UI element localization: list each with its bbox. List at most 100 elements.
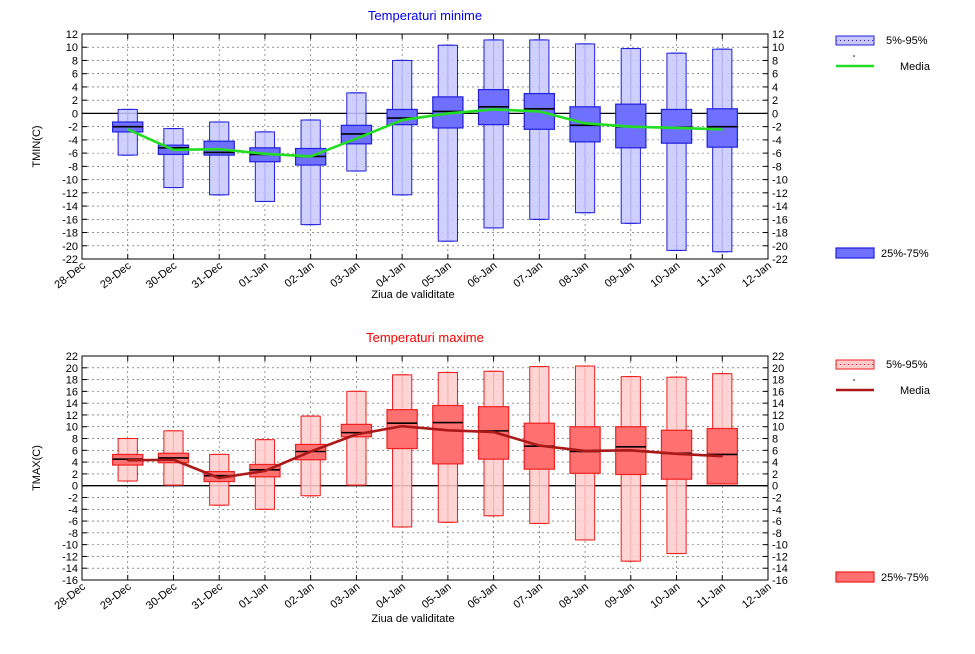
y-tick-label: 6 [72, 69, 78, 81]
y-tick-label: -8 [68, 528, 78, 540]
y-tick-label: 0 [72, 481, 78, 493]
x-tick-label: 09-Jan [603, 581, 637, 611]
box-04-Jan [386, 374, 418, 528]
outer-box-5-95 [254, 131, 276, 202]
mean-point [264, 470, 266, 472]
box-05-Jan [432, 371, 464, 523]
y-tick-label: -4 [68, 135, 78, 147]
legend-swatch-inner [835, 247, 875, 259]
y-tick-label: -6 [68, 516, 78, 528]
x-tick-label: 10-Jan [648, 581, 682, 611]
y-tick-label-right: 20 [772, 363, 784, 375]
y-tick-label-right: 8 [772, 434, 778, 446]
x-tick-label: 06-Jan [466, 260, 500, 290]
x-tick-label: 11-Jan [695, 581, 728, 611]
y-tick-label-right: 4 [772, 82, 778, 94]
outer-box-5-95 [666, 52, 687, 251]
y-tick-label: -14 [62, 201, 78, 213]
y-tick-label: 12 [66, 29, 78, 41]
y-tick-label: 6 [72, 445, 78, 457]
y-tick-label: 10 [66, 422, 78, 434]
y-tick-label-right: -4 [772, 504, 782, 516]
y-tick-label: -10 [62, 175, 78, 187]
x-tick-label: 04-Jan [374, 581, 408, 611]
chart-panel-1: Temperaturi minime-22 -22-20 -20-18 -18-16-… [31, 8, 931, 301]
mean-point [538, 110, 541, 113]
legend-label-inner: 25%-75% [881, 248, 929, 260]
y-tick-label: -4 [68, 504, 78, 516]
x-axis-label: Ziua de validitate [371, 613, 454, 625]
y-tick-label: 16 [66, 386, 78, 398]
chart-title: Temperaturi maxime [366, 330, 484, 345]
box-08-Jan [569, 365, 601, 541]
x-tick-label: 11-Jan [695, 260, 728, 290]
x-tick-label: 29-Dec [98, 260, 134, 292]
box-07-Jan [523, 39, 556, 220]
box-31-Dec [203, 453, 235, 506]
x-tick-label: 12-Jan [740, 581, 774, 611]
y-tick-label-right: 0 [772, 481, 778, 493]
x-tick-label: 12-Jan [740, 260, 774, 290]
mean-point [401, 425, 403, 427]
y-tick-label: -16 [62, 214, 78, 226]
y-tick-label-right: -14 [772, 201, 788, 213]
y-tick-label: -20 [62, 241, 78, 253]
y-tick-label-right: 6 [772, 445, 778, 457]
box-30-Dec [157, 128, 190, 189]
y-tick-label-right: -6 [772, 516, 782, 528]
y-tick-label: 4 [72, 82, 78, 94]
y-tick-label-right: 22 [772, 351, 784, 363]
chart-panel-2: Temperaturi maxime-16 -16-14 -14-12 -12-10-… [31, 330, 931, 625]
y-tick-label: -14 [62, 563, 78, 575]
legend-dot [853, 55, 855, 57]
mean-point [675, 127, 678, 129]
box-30-Dec [157, 430, 190, 486]
y-axis-label: TMAX(C) [31, 445, 43, 491]
outer-box-5-95 [392, 59, 413, 196]
box-01-Jan [249, 439, 281, 510]
outer-box-5-95 [437, 44, 458, 242]
mean-point [264, 152, 266, 155]
outer-box-5-95 [209, 121, 230, 196]
y-tick-label-right: -14 [772, 563, 788, 575]
y-tick-label: 8 [72, 434, 78, 446]
legend-label-outer: 5%-95% [886, 359, 928, 371]
x-tick-label: 01-Jan [237, 260, 271, 290]
legend-label-outer: 5%-95% [886, 35, 928, 47]
mean-point [675, 453, 678, 455]
x-tick-label: 10-Jan [648, 260, 682, 290]
y-tick-label: -2 [68, 492, 78, 504]
mean-point [447, 112, 449, 115]
x-tick-label: 30-Dec [144, 260, 180, 292]
y-tick-label-right: 4 [772, 457, 778, 469]
x-tick-label: 03-Jan [328, 260, 362, 290]
x-tick-label: 03-Jan [328, 581, 362, 611]
box-11-Jan [706, 48, 738, 253]
y-tick-label: -10 [62, 540, 78, 552]
y-axis-label: TMIN(C) [31, 125, 43, 167]
x-axis-label: Ziua de validitate [371, 289, 454, 301]
inner-box-25-75 [432, 404, 464, 465]
y-tick-label: -16 [62, 575, 78, 587]
inner-box-25-75 [386, 108, 418, 126]
y-tick-label-right: -2 [772, 492, 782, 504]
y-tick-label-right: -22 [772, 254, 788, 266]
mean-point [126, 128, 129, 131]
y-tick-label: 12 [66, 410, 78, 422]
y-tick-label: -18 [62, 228, 78, 240]
y-tick-label-right: -8 [772, 161, 782, 173]
y-tick-label-right: -12 [772, 551, 788, 563]
box-11-Jan [706, 373, 738, 485]
mean-point [492, 108, 495, 111]
y-tick-label-right: -18 [772, 228, 788, 240]
mean-point [218, 148, 220, 150]
mean-point [584, 122, 586, 125]
mean-point [172, 149, 175, 151]
legend-label-mean: Media [900, 61, 931, 73]
y-tick-label-right: -16 [772, 214, 788, 226]
mean-point [630, 449, 632, 452]
mean-point [721, 455, 724, 458]
y-tick-label-right: -6 [772, 148, 782, 160]
box-06-Jan [477, 370, 510, 517]
